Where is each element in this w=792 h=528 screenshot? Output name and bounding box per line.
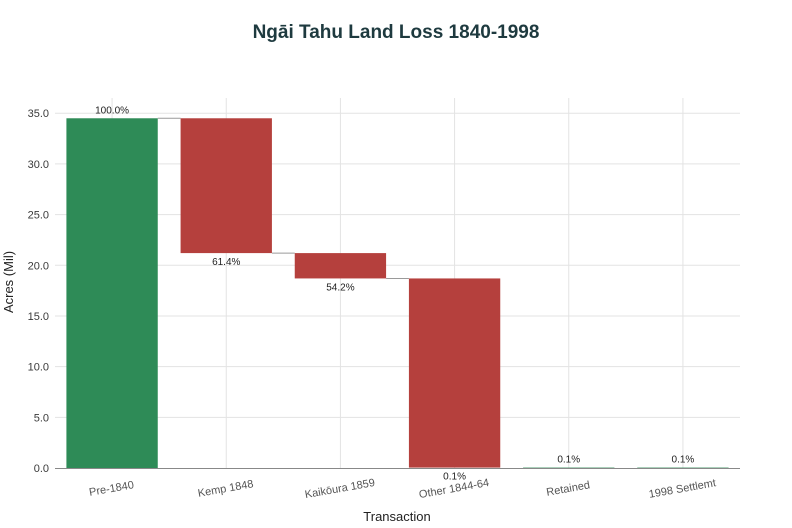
data-label: 61.4% — [212, 257, 240, 268]
chart-title: Ngāi Tahu Land Loss 1840-1998 — [253, 22, 540, 43]
data-label: 0.1% — [557, 455, 580, 466]
x-axis-ticks: Pre-1840 Kemp 1848 Kaikōura 1859 Other 1844… — [88, 477, 717, 501]
data-label: 100.0% — [95, 105, 129, 116]
x-axis-title: Transaction — [363, 509, 430, 524]
connector-lines — [157, 117, 409, 279]
bar-other-1844-64 — [408, 278, 501, 468]
y-tick-label: 5.0 — [34, 412, 49, 424]
x-tick-label: Retained — [545, 479, 590, 498]
data-label: 0.1% — [443, 472, 466, 483]
data-label: 0.1% — [672, 455, 695, 466]
y-tick-label: 20.0 — [28, 260, 49, 272]
bars — [66, 118, 729, 469]
y-tick-label: 15.0 — [28, 311, 49, 323]
y-tick-label: 10.0 — [28, 362, 49, 374]
y-tick-label: 30.0 — [28, 159, 49, 171]
bar-kemp-1848 — [180, 118, 272, 254]
bar-kaik-ura-1859 — [294, 253, 387, 279]
data-labels: 100.0% 61.4% 54.2% 0.1% 0.1% 0.1% — [95, 105, 694, 482]
y-tick-label: 35.0 — [28, 108, 49, 120]
grid — [55, 98, 740, 468]
x-tick-label: Pre-1840 — [88, 479, 135, 499]
x-tick-label: Kemp 1848 — [197, 478, 254, 500]
y-tick-label: 25.0 — [28, 210, 49, 222]
y-axis-ticks: 0.0 5.0 10.0 15.0 20.0 25.0 30.0 35.0 — [28, 108, 49, 475]
x-tick-label: Kaikōura 1859 — [304, 477, 376, 501]
data-label: 54.2% — [326, 282, 354, 293]
y-tick-label: 0.0 — [34, 463, 49, 475]
y-axis-title: Acres (Mil) — [1, 251, 16, 313]
bar-pre-1840 — [66, 118, 158, 468]
x-tick-label: 1998 Settlemt — [648, 477, 717, 501]
